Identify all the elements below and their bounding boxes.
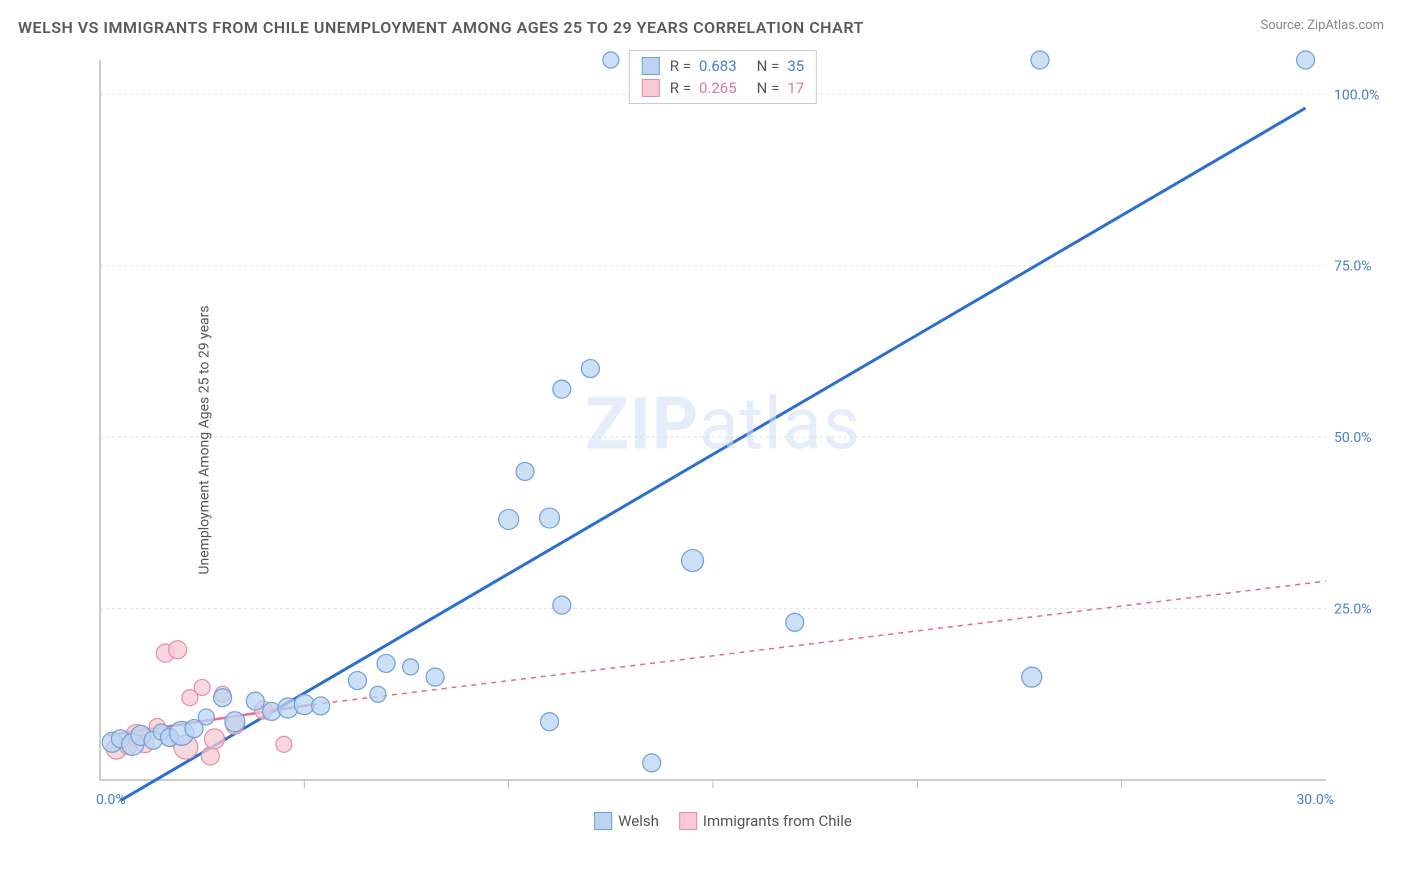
n-value-chile: 17 <box>787 79 804 97</box>
scatter-chart: 25.0%50.0%75.0%100.0%0.0%30.0% <box>60 50 1386 830</box>
legend-item-chile: Immigrants from Chile <box>679 812 852 830</box>
svg-text:25.0%: 25.0% <box>1334 602 1372 618</box>
n-label: N = <box>757 79 780 97</box>
svg-text:75.0%: 75.0% <box>1334 259 1372 275</box>
legend-series: Welsh Immigrants from Chile <box>594 812 852 830</box>
legend-swatch-chile <box>642 79 660 97</box>
r-label: R = <box>670 57 691 75</box>
legend-swatch-chile-icon <box>679 812 697 830</box>
r-label: R = <box>670 79 691 97</box>
svg-text:50.0%: 50.0% <box>1334 430 1372 446</box>
legend-label-welsh: Welsh <box>618 812 659 830</box>
legend-swatch-welsh <box>642 57 660 75</box>
legend-label-chile: Immigrants from Chile <box>703 812 852 830</box>
r-value-chile: 0.265 <box>699 79 737 97</box>
y-axis-label: Unemployment Among Ages 25 to 29 years <box>197 305 213 574</box>
svg-text:30.0%: 30.0% <box>1296 792 1334 808</box>
legend-stats-row-welsh: R = 0.683 N = 35 <box>642 55 804 77</box>
legend-swatch-welsh-icon <box>594 812 612 830</box>
chart-title: WELSH VS IMMIGRANTS FROM CHILE UNEMPLOYM… <box>18 18 864 37</box>
legend-stats-row-chile: R = 0.265 N = 17 <box>642 77 804 99</box>
source-attribution: Source: ZipAtlas.com <box>1260 18 1384 33</box>
legend-item-welsh: Welsh <box>594 812 659 830</box>
svg-text:100.0%: 100.0% <box>1334 87 1379 103</box>
n-label: N = <box>757 57 780 75</box>
r-value-welsh: 0.683 <box>699 57 737 75</box>
chart-area: Unemployment Among Ages 25 to 29 years Z… <box>60 50 1386 830</box>
legend-stats: R = 0.683 N = 35 R = 0.265 N = 17 <box>629 50 817 104</box>
n-value-welsh: 35 <box>787 57 804 75</box>
